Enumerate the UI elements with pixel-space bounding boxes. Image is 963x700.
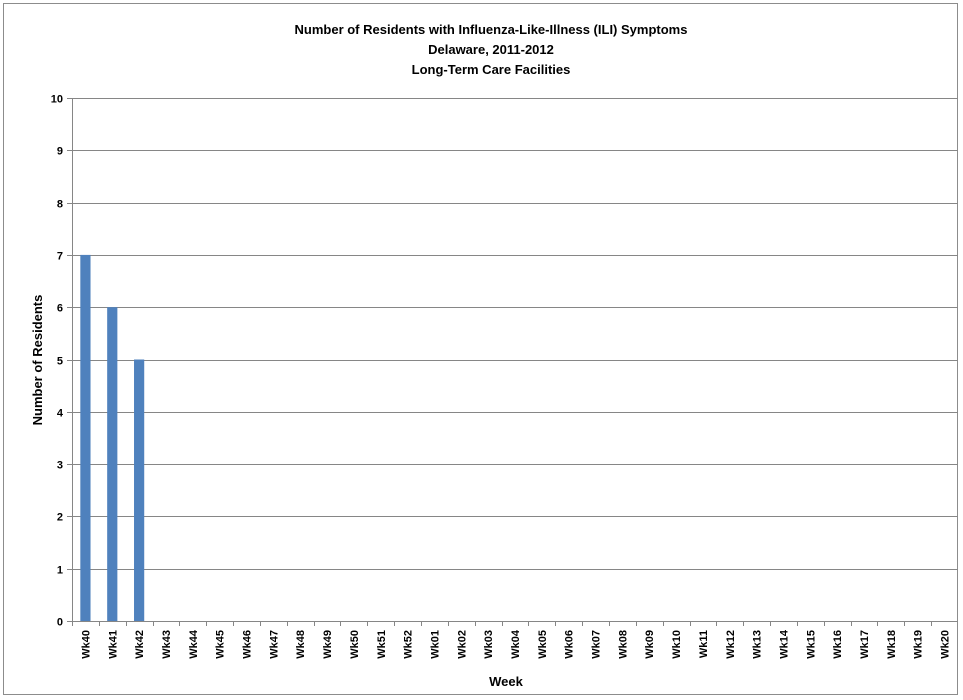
y-tick-label: 7: [57, 251, 63, 263]
x-tick-label-wk47: Wk47: [268, 630, 280, 659]
x-tick-label-wk11: Wk11: [698, 630, 710, 658]
gridlines: [72, 98, 958, 570]
x-tick-label-wk03: Wk03: [483, 630, 495, 659]
y-tick-label: 10: [51, 94, 63, 106]
x-tick-label-wk12: Wk12: [725, 630, 737, 659]
x-tick-label-wk45: Wk45: [215, 630, 227, 659]
x-tick-label-wk18: Wk18: [886, 630, 898, 659]
x-tick-label-wk42: Wk42: [134, 630, 146, 659]
x-axis-title: Week: [489, 674, 523, 689]
y-tick-label: 0: [57, 617, 63, 629]
y-tick-label: 2: [57, 512, 63, 524]
x-tick-label-wk43: Wk43: [161, 630, 173, 659]
x-tick-label-wk09: Wk09: [644, 630, 656, 659]
y-tick-label: 3: [57, 460, 63, 472]
x-tick-label-wk07: Wk07: [591, 630, 603, 659]
x-tick-label-wk49: Wk49: [322, 630, 334, 659]
y-axis-title: Number of Residents: [30, 295, 45, 426]
bar-series: [80, 254, 145, 621]
x-tick-label-wk14: Wk14: [778, 629, 790, 659]
x-tick-label-wk08: Wk08: [617, 630, 629, 659]
x-tick-label-wk52: Wk52: [403, 630, 415, 659]
y-tick-label: 6: [57, 303, 63, 315]
x-tick-label-wk06: Wk06: [564, 630, 576, 659]
y-tick-labels: 0 1 2 3 4 5 6 7 8 9 10: [51, 94, 64, 629]
chart-title-line-1: Number of Residents with Influenza-Like-…: [295, 22, 688, 37]
y-tick-label: 1: [57, 565, 63, 577]
x-tick-label-wk46: Wk46: [242, 630, 254, 659]
chart-frame: [3, 3, 958, 695]
axes: [67, 98, 958, 626]
x-tick-label-wk16: Wk16: [832, 630, 844, 659]
y-tick-label: 9: [57, 146, 63, 158]
x-tick-label-wk50: Wk50: [349, 630, 361, 659]
x-tick-label-wk19: Wk19: [913, 630, 925, 659]
x-tick-label-wk41: Wk41: [107, 630, 119, 659]
chart-title-line-2: Delaware, 2011-2012: [428, 42, 554, 57]
x-tick-label-wk48: Wk48: [295, 630, 307, 659]
x-tick-label-wk10: Wk10: [671, 630, 683, 659]
x-tick-label-wk13: Wk13: [752, 630, 764, 659]
x-tick-label-wk51: Wk51: [376, 630, 388, 659]
chart-title: Number of Residents with Influenza-Like-…: [295, 22, 688, 77]
bar-wk40: [80, 254, 91, 621]
x-tick-label-wk40: Wk40: [80, 630, 92, 659]
x-tick-label-wk01: Wk01: [429, 630, 441, 659]
bar-wk41: [107, 307, 118, 621]
y-tick-label: 8: [57, 199, 63, 211]
bar-wk42: [134, 359, 145, 621]
x-tick-label-wk20: Wk20: [940, 630, 952, 659]
x-tick-label-wk02: Wk02: [456, 630, 468, 659]
x-tick-label-wk15: Wk15: [805, 630, 817, 659]
x-tick-label-wk44: Wk44: [188, 629, 200, 659]
x-tick-label-wk17: Wk17: [859, 630, 871, 659]
y-tick-label: 5: [57, 356, 63, 368]
x-tick-labels: Wk40 Wk41 Wk42 Wk43 Wk44 Wk45 Wk46 Wk47 Wk48 Wk49…: [80, 629, 951, 659]
x-tick-label-wk04: Wk04: [510, 629, 522, 659]
chart-title-line-3: Long-Term Care Facilities: [412, 62, 571, 77]
x-tick-label-wk05: Wk05: [537, 630, 549, 659]
y-tick-label: 4: [57, 408, 64, 420]
